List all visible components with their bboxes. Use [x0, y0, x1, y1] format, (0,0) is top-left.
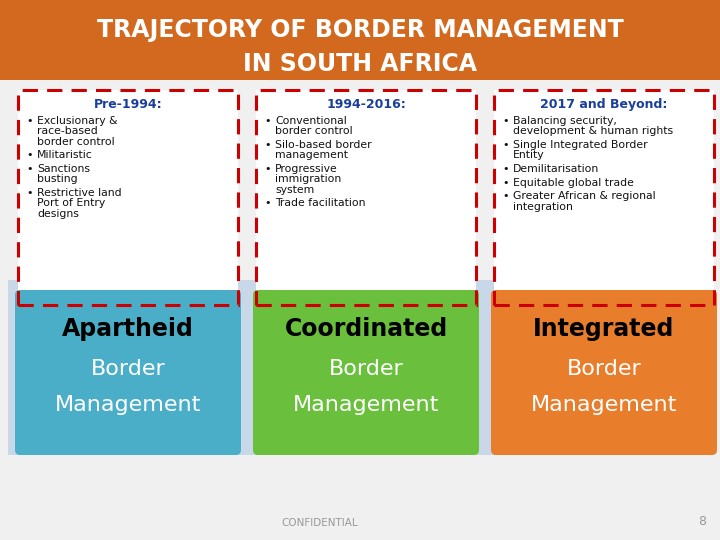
Text: Pre-1994:: Pre-1994: [94, 98, 162, 111]
Text: •: • [264, 140, 271, 150]
Text: Equitable global trade: Equitable global trade [513, 178, 634, 187]
Text: busting: busting [37, 174, 78, 185]
Text: Silo-based border: Silo-based border [275, 140, 372, 150]
Text: •: • [264, 199, 271, 208]
Text: Exclusionary &: Exclusionary & [37, 116, 117, 126]
Text: Trade facilitation: Trade facilitation [275, 199, 366, 208]
Text: Entity: Entity [513, 151, 544, 160]
Text: Single Integrated Border: Single Integrated Border [513, 140, 647, 150]
Polygon shape [8, 280, 712, 455]
Text: •: • [26, 151, 32, 160]
Text: border control: border control [275, 126, 353, 137]
Text: 8: 8 [698, 515, 706, 528]
FancyBboxPatch shape [0, 0, 720, 80]
Text: Apartheid: Apartheid [62, 317, 194, 341]
Text: Balancing security,: Balancing security, [513, 116, 617, 126]
Text: Management: Management [531, 395, 678, 415]
Text: •: • [502, 164, 508, 174]
Text: race-based: race-based [37, 126, 98, 137]
Text: •: • [26, 116, 32, 126]
Text: •: • [502, 116, 508, 126]
Text: •: • [26, 188, 32, 198]
FancyBboxPatch shape [256, 90, 476, 305]
Text: Coordinated: Coordinated [284, 317, 448, 341]
Bar [256, 90, 476, 305]
Text: •: • [502, 140, 508, 150]
Text: management: management [275, 151, 348, 160]
Text: 1994-2016:: 1994-2016: [326, 98, 406, 111]
Text: •: • [26, 164, 32, 174]
FancyBboxPatch shape [491, 290, 717, 455]
FancyBboxPatch shape [253, 290, 479, 455]
Bar [18, 90, 238, 305]
Text: Management: Management [293, 395, 439, 415]
Text: TRAJECTORY OF BORDER MANAGEMENT: TRAJECTORY OF BORDER MANAGEMENT [96, 18, 624, 42]
Text: Demilitarisation: Demilitarisation [513, 164, 599, 174]
Bar [494, 90, 714, 305]
Text: CONFIDENTIAL: CONFIDENTIAL [282, 518, 359, 528]
Text: Sanctions: Sanctions [37, 164, 90, 174]
Text: system: system [275, 185, 314, 195]
Text: Restrictive land: Restrictive land [37, 188, 122, 198]
Text: •: • [502, 178, 508, 187]
FancyBboxPatch shape [494, 90, 714, 305]
Text: 2017 and Beyond:: 2017 and Beyond: [540, 98, 667, 111]
Text: Integrated: Integrated [534, 317, 675, 341]
Text: Border: Border [328, 359, 403, 379]
Text: immigration: immigration [275, 174, 341, 185]
Text: Border: Border [91, 359, 166, 379]
FancyBboxPatch shape [18, 90, 238, 305]
Text: development & human rights: development & human rights [513, 126, 673, 137]
Text: Militaristic: Militaristic [37, 151, 93, 160]
Text: Greater African & regional: Greater African & regional [513, 191, 656, 201]
Text: •: • [264, 164, 271, 174]
Text: Port of Entry: Port of Entry [37, 199, 105, 208]
Text: •: • [502, 191, 508, 201]
Text: Conventional: Conventional [275, 116, 347, 126]
Text: Progressive: Progressive [275, 164, 338, 174]
Text: IN SOUTH AFRICA: IN SOUTH AFRICA [243, 52, 477, 76]
Text: integration: integration [513, 201, 573, 212]
Text: Border: Border [567, 359, 642, 379]
Text: Management: Management [55, 395, 201, 415]
Text: border control: border control [37, 137, 114, 147]
Text: designs: designs [37, 209, 79, 219]
Text: •: • [264, 116, 271, 126]
FancyBboxPatch shape [15, 290, 241, 455]
